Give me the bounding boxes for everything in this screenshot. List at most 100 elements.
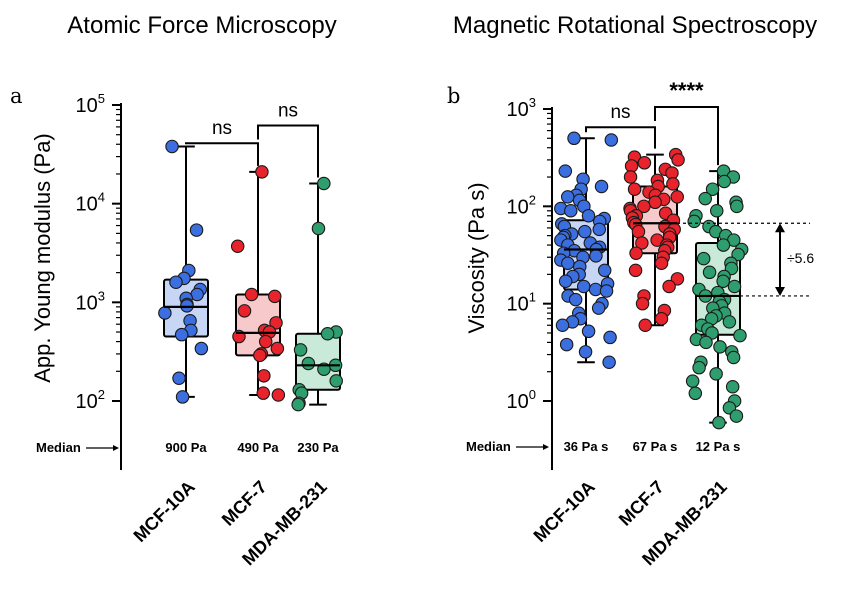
panel-b-data-point	[726, 350, 741, 365]
panel-b-data-point	[687, 214, 701, 229]
panel-b-median-value: 67 Pa s	[633, 439, 678, 454]
panel-a-ytick-label: 103	[76, 288, 105, 314]
panel-b-data-point	[670, 272, 685, 286]
panel-b-data-point	[705, 326, 719, 340]
panel-b-data-point	[712, 415, 726, 430]
panel-a-data-point	[189, 223, 204, 237]
panel-a-data-point	[165, 139, 179, 154]
panel-b-data-point	[733, 328, 747, 343]
panel-a-median-value: 900 Pa	[165, 440, 207, 455]
panel-b-data-point	[725, 380, 740, 394]
panel-b-data-point	[597, 263, 612, 278]
panel-a-data-point	[172, 371, 186, 386]
panel-a-data-point	[158, 306, 172, 320]
panel-a-letter: a	[10, 84, 23, 108]
panel-b-data-point	[716, 274, 730, 288]
panel-b-data-point	[564, 204, 578, 218]
panel-b-data-point	[717, 174, 732, 189]
panel-b-data-point	[581, 209, 596, 223]
panel-b-data-point	[688, 386, 703, 401]
panel-b-data-point	[670, 190, 684, 204]
panel-b-data-point	[599, 284, 614, 298]
panel-b-data-point	[624, 159, 639, 173]
panel-b-data-point	[731, 247, 745, 262]
panel-a-median-arrow	[86, 445, 119, 451]
panel-a-plot: 105 104 103 102 900 Pa MCF-10A 490 Pa MCF-7 230 …	[76, 91, 343, 569]
panel-b-data-point	[671, 153, 685, 167]
panel-a-data-point	[169, 275, 183, 289]
panel-a-data-point	[320, 327, 335, 341]
panel-a-significance-label: ns	[212, 118, 232, 139]
panel-a-ytick-label: 105	[76, 91, 105, 117]
panel-b-data-point	[637, 199, 651, 214]
panel-b-data-point	[699, 335, 713, 350]
panel-b-data-point	[591, 301, 606, 315]
panel-a-data-point	[253, 348, 267, 363]
panel-b-data-point	[638, 318, 652, 333]
panel-a-data-point	[230, 239, 245, 254]
fold-change-arrowhead-down	[775, 286, 785, 296]
panel-b-data-point	[559, 337, 574, 352]
panel-b-data-point	[604, 133, 619, 147]
panel-a-category-label: MCF-10A	[130, 477, 199, 546]
panel-a-data-point	[194, 341, 209, 356]
panel-b-data-point	[648, 195, 662, 210]
panel-a-data-point	[269, 316, 283, 330]
panel-a-significance-label: ns	[278, 100, 298, 121]
panel-b-data-point	[588, 282, 603, 297]
panel-a-median-label: Median	[36, 440, 81, 455]
panel-a-data-point	[271, 388, 286, 402]
panel-b-title: Magnetic Rotational Spectroscopy	[453, 12, 817, 39]
panel-a-data-point	[258, 334, 273, 349]
panel-b-data-point	[581, 324, 596, 339]
panel-b-data-point	[631, 224, 646, 239]
panel-b-data-point	[576, 279, 591, 294]
panel-b-data-point	[730, 199, 744, 214]
panel-a-data-point	[174, 327, 189, 342]
panel-b-median-value: 12 Pa s	[696, 439, 741, 454]
panel-b-data-point	[578, 345, 593, 359]
panel-b-data-point	[567, 131, 581, 146]
panel-b-data-point	[555, 318, 570, 333]
panel-b-data-point	[705, 182, 720, 196]
panel-b-data-point	[662, 279, 676, 294]
panel-a-data-point	[255, 165, 269, 179]
panel-b-data-point	[666, 177, 680, 191]
panel-b-data-point	[729, 409, 744, 423]
panel-b-data-point	[635, 296, 650, 311]
panel-b-significance-bracket	[654, 105, 719, 166]
panel-b-median-value: 36 Pa s	[564, 439, 609, 454]
panel-b-ytick-label: 101	[507, 290, 536, 316]
panel-a-ytick-label: 104	[76, 190, 105, 216]
panel-b-data-point	[702, 265, 717, 280]
panel-b-significance-label: ns	[610, 102, 630, 123]
panel-b-data-point	[558, 164, 573, 178]
panel-a-data-point	[293, 343, 308, 357]
panel-a-title: Atomic Force Microscopy	[67, 12, 336, 39]
panel-b-data-point	[568, 292, 583, 307]
panel-b-data-point	[602, 355, 616, 370]
panel-b-data-point	[692, 360, 706, 375]
panel-a-median-value: 490 Pa	[237, 440, 279, 455]
panel-b-data-point	[629, 246, 643, 260]
panel-b-category-label: MCF-10A	[530, 477, 599, 546]
panel-b-data-point	[561, 256, 575, 271]
panel-a-data-point	[317, 176, 331, 191]
panel-b-data-point	[623, 170, 638, 184]
panel-b-plot: 103 102 101 100 36 Pa s MCF-10A 67 Pa s MCF-7 12…	[507, 78, 810, 569]
panel-b-data-point	[698, 191, 712, 206]
panel-b-data-point	[709, 367, 723, 381]
panel-a-significance-bracket	[185, 142, 259, 166]
panel-a-data-point	[244, 287, 259, 302]
panel-b-data-point	[594, 179, 609, 194]
fold-change-arrowhead-up	[775, 223, 785, 233]
panel-b-data-point	[722, 315, 737, 329]
panel-b-data-point	[627, 182, 642, 196]
panel-b-data-point	[727, 279, 742, 294]
panel-b-letter: b	[447, 84, 460, 108]
panel-a-data-point	[291, 397, 305, 412]
panel-a-data-point	[270, 341, 285, 356]
panel-b-data-point	[603, 330, 617, 345]
panel-b-significance-label: ****	[669, 78, 704, 103]
